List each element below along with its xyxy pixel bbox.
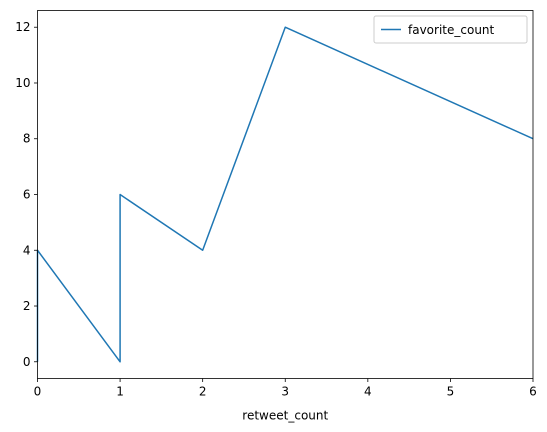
plot-content xyxy=(36,26,534,363)
legend: favorite_count xyxy=(373,15,528,44)
y-tick-label: 4 xyxy=(23,243,31,257)
x-axis-label: retweet_count xyxy=(242,409,328,423)
x-tick-label: 2 xyxy=(199,385,207,399)
series-line-favorite_count xyxy=(36,26,534,363)
x-tick-label: 0 xyxy=(34,385,42,399)
x-axis: 0 1 2 3 4 5 6 xyxy=(34,378,537,399)
plot-frame xyxy=(37,10,534,379)
y-axis: 0 2 4 6 8 10 12 xyxy=(15,20,38,369)
y-tick-label: 8 xyxy=(23,132,31,146)
x-tick-label: 5 xyxy=(447,385,455,399)
y-tick-label: 6 xyxy=(23,188,31,202)
y-tick-label: 10 xyxy=(15,76,30,90)
x-tick-label: 3 xyxy=(281,385,289,399)
x-tick-label: 6 xyxy=(529,385,537,399)
legend-label: favorite_count xyxy=(408,23,495,37)
legend-box xyxy=(373,15,528,44)
y-tick-label: 2 xyxy=(23,299,31,313)
x-tick-label: 4 xyxy=(364,385,372,399)
y-tick-label: 0 xyxy=(23,355,31,369)
y-tick-label: 12 xyxy=(15,20,30,34)
x-tick-label: 1 xyxy=(116,385,124,399)
